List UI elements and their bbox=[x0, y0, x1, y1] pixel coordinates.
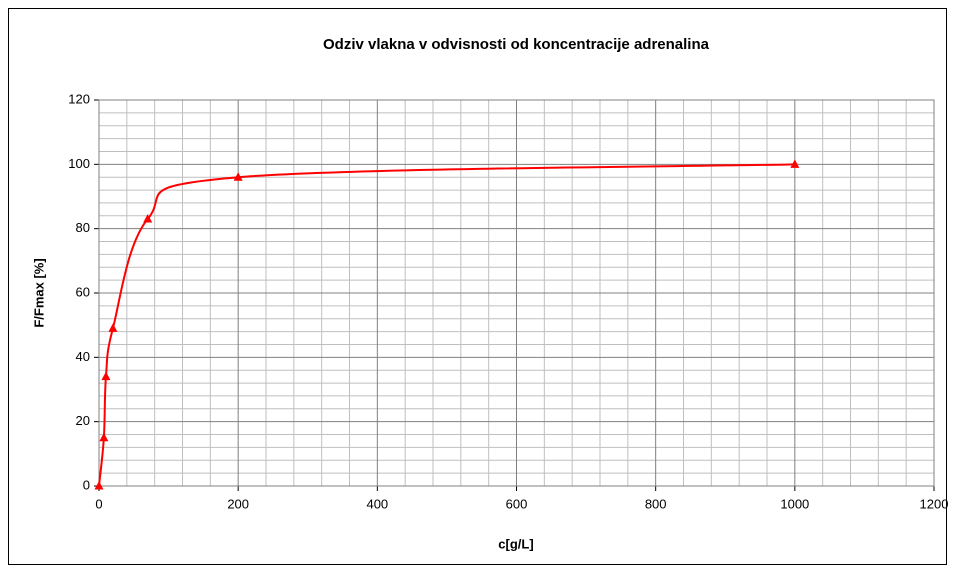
data-point bbox=[99, 432, 109, 442]
data-point bbox=[108, 323, 118, 332]
x-tick-label: 0 bbox=[95, 496, 102, 511]
x-tick-label: 1200 bbox=[920, 496, 949, 511]
x-tick-label: 200 bbox=[227, 496, 249, 511]
y-tick-label: 60 bbox=[76, 284, 90, 299]
plot-border bbox=[98, 99, 935, 487]
data-point bbox=[233, 172, 243, 181]
data-point bbox=[101, 371, 111, 381]
x-tick-label: 400 bbox=[366, 496, 388, 511]
data-point bbox=[94, 481, 104, 490]
y-tick-label: 80 bbox=[76, 220, 90, 235]
y-axis-label: F/Fmax [%] bbox=[31, 258, 46, 327]
chart-title: Odziv vlakna v odvisnosti od koncentraci… bbox=[323, 36, 710, 53]
x-tick-label: 800 bbox=[645, 496, 667, 511]
x-tick-label: 600 bbox=[506, 496, 528, 511]
y-tick-label: 120 bbox=[68, 91, 90, 106]
data-point bbox=[143, 214, 153, 223]
y-tick-label: 100 bbox=[68, 156, 90, 171]
x-axis-label: c[g/L] bbox=[498, 536, 533, 551]
y-tick-label: 20 bbox=[76, 413, 90, 428]
data-point bbox=[790, 159, 800, 168]
y-tick-label: 0 bbox=[83, 477, 90, 492]
chart-border bbox=[8, 8, 947, 565]
x-tick-label: 1000 bbox=[780, 496, 809, 511]
y-tick-label: 40 bbox=[76, 349, 90, 364]
